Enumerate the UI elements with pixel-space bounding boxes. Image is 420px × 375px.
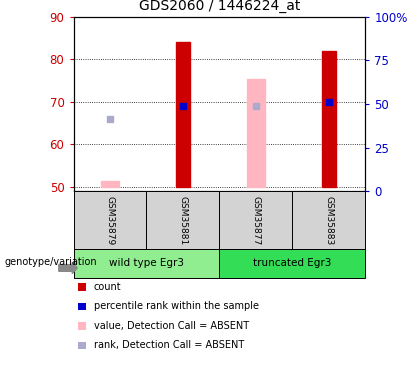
Text: percentile rank within the sample: percentile rank within the sample [94,302,259,311]
Text: rank, Detection Call = ABSENT: rank, Detection Call = ABSENT [94,340,244,350]
Bar [101,181,119,187]
Text: GSM35881: GSM35881 [178,196,187,245]
Title: GDS2060 / 1446224_at: GDS2060 / 1446224_at [139,0,300,13]
Text: value, Detection Call = ABSENT: value, Detection Call = ABSENT [94,321,249,331]
Text: wild type Egr3: wild type Egr3 [109,258,184,268]
Text: count: count [94,282,121,292]
Text: genotype/variation: genotype/variation [4,256,97,267]
Text: GSM35879: GSM35879 [105,196,115,245]
Bar [322,51,336,187]
Bar [176,42,190,187]
Text: GSM35883: GSM35883 [324,196,333,245]
Bar [247,78,265,187]
Text: GSM35877: GSM35877 [252,196,260,245]
Text: truncated Egr3: truncated Egr3 [253,258,332,268]
